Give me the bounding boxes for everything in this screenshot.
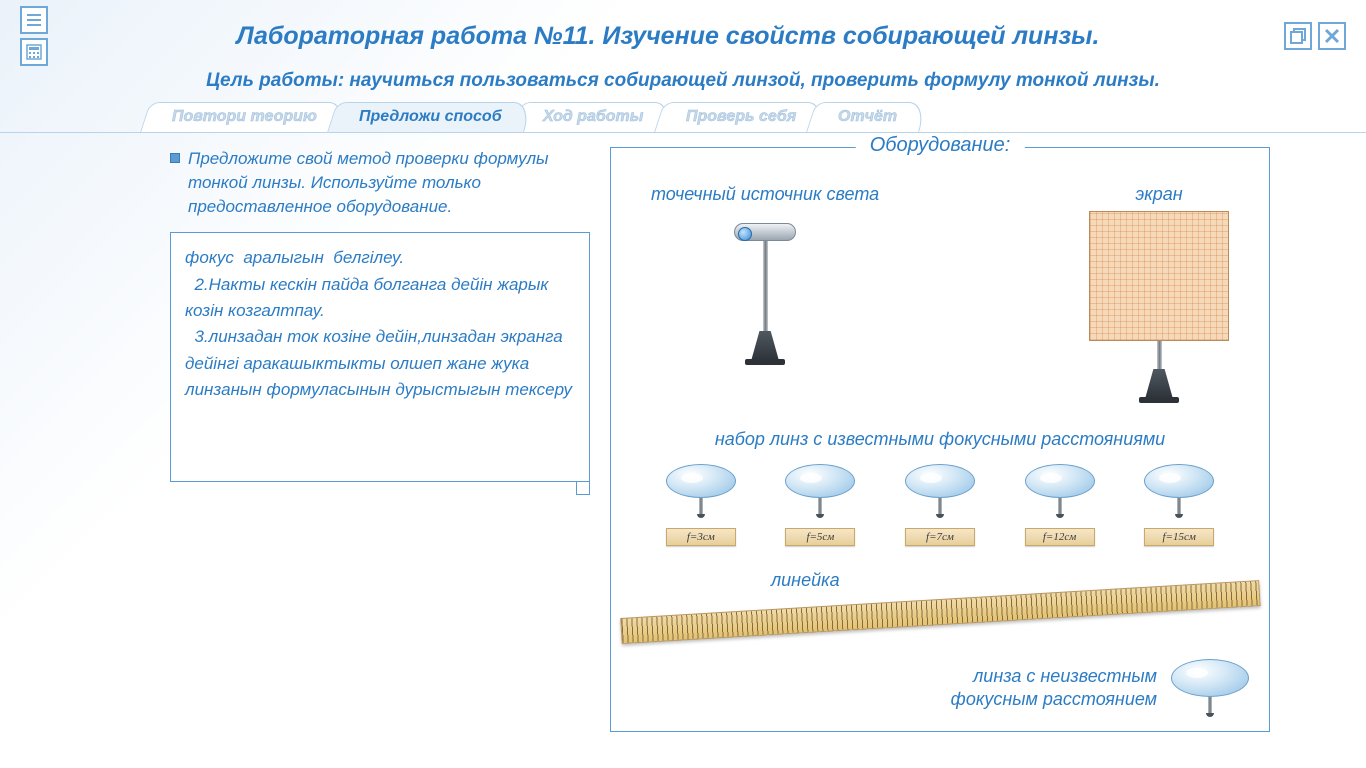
light-source-label: точечный источник света (651, 184, 879, 205)
ruler-object[interactable] (620, 580, 1260, 644)
unknown-lens-label: линза с неизвестным фокусным расстоянием (951, 665, 1157, 712)
screen-label: экран (1089, 184, 1229, 205)
menu-icon[interactable] (20, 6, 48, 34)
answer-textarea[interactable]: фокус аралыгын белгілеу. 2.Накты кескін … (170, 232, 590, 482)
task-prompt: Предложите свой метод проверки формулы т… (188, 147, 590, 218)
content-area: Предложите свой метод проверки формулы т… (0, 133, 1366, 732)
lens-item-3[interactable]: f=7см (890, 464, 990, 546)
screen-object[interactable] (1089, 211, 1229, 403)
tab-report[interactable]: Отчёт (806, 102, 929, 132)
lens-item-2[interactable]: f=5см (770, 464, 870, 546)
lens-item-1[interactable]: f=3см (651, 464, 751, 546)
light-source-object[interactable] (730, 223, 800, 373)
ruler-group: линейка (631, 576, 1249, 656)
lens-tag: f=15см (1144, 528, 1214, 546)
unknown-lens-group: линза с неизвестным фокусным расстоянием (951, 659, 1249, 717)
bullet-icon (170, 153, 180, 163)
lens-tag: f=12см (1025, 528, 1095, 546)
lens-item-5[interactable]: f=15см (1129, 464, 1229, 546)
screen-group: экран (1089, 184, 1229, 403)
tab-procedure[interactable]: Ход работы (512, 102, 676, 132)
equipment-panel: Оборудование: точечный источник света эк… (610, 147, 1270, 732)
page-subtitle: Цель работы: научиться пользоваться соби… (0, 70, 1366, 92)
tab-propose[interactable]: Предложи способ (327, 102, 533, 132)
lens-tag: f=3см (666, 528, 736, 546)
left-column: Предложите свой метод проверки формулы т… (170, 147, 590, 732)
tab-check[interactable]: Проверь себя (654, 102, 828, 132)
resize-handle[interactable] (576, 481, 590, 495)
tab-theory[interactable]: Повтори теорию (140, 102, 349, 132)
unknown-lens-object[interactable] (1171, 659, 1249, 717)
close-icon[interactable] (1318, 22, 1346, 50)
maximize-icon[interactable] (1284, 22, 1312, 50)
light-source-group: точечный источник света (651, 184, 879, 403)
left-tool-icons (20, 6, 48, 66)
page-title: Лабораторная работа №11. Изучение свойст… (58, 22, 1278, 51)
ruler-label: линейка (771, 570, 840, 591)
header: Лабораторная работа №11. Изучение свойст… (0, 0, 1366, 92)
answer-text: фокус аралыгын белгілеу. 2.Накты кескін … (185, 248, 572, 399)
lens-set-label: набор линз с известными фокусными рассто… (631, 429, 1249, 450)
tab-bar: Повтори теорию Предложи способ Ход работ… (0, 102, 1366, 133)
equipment-title: Оборудование: (856, 134, 1025, 157)
lens-row: f=3см f=5см f=7см f=12см f=15см (631, 464, 1249, 546)
lens-tag: f=5см (785, 528, 855, 546)
lens-tag: f=7см (905, 528, 975, 546)
calculator-icon[interactable] (20, 38, 48, 66)
lens-item-4[interactable]: f=12см (1010, 464, 1110, 546)
